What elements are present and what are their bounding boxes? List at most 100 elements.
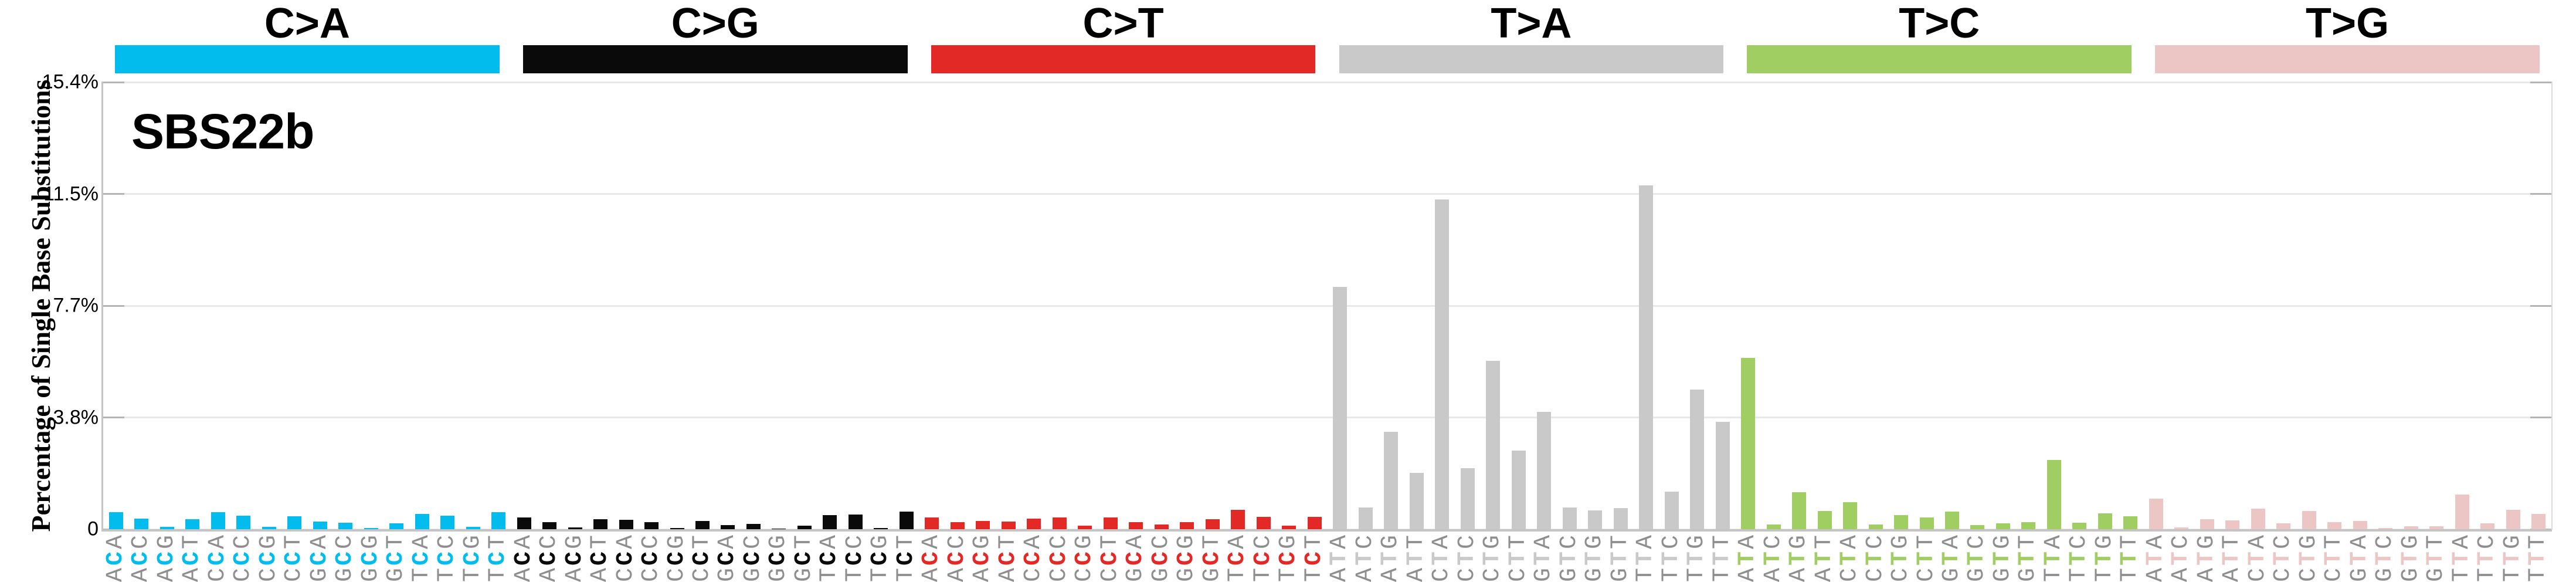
bar-T>G-GTC [2378,528,2393,529]
bar-C>T-TCG [1282,526,1297,529]
tick-mark-left [103,81,124,83]
flanking-base-letter: A [1786,568,1813,582]
category-label-C>G: C>G [671,0,759,47]
flanking-base-letter: G [332,568,359,582]
gridline-3.8% [103,417,2551,418]
bar-T>G-CTG [2302,511,2316,529]
bar-C>T-ACT [1001,522,1016,529]
bar-C>T-GCT [1205,519,1220,529]
bar-T>A-TTG [1690,390,1705,529]
bar-T>A-TTC [1664,491,1679,529]
flanking-base-letter: T [892,568,919,582]
bar-C>A-CCT [287,516,302,529]
flanking-base-letter: T [841,568,868,582]
bar-C>T-CCA [1027,519,1041,529]
flanking-base-letter: A [128,568,155,582]
category-band-C>T [931,45,1316,73]
bar-C>T-ACC [950,522,965,529]
bar-C>T-GCC [1154,525,1169,529]
flanking-base-letter: C [2321,568,2348,582]
flanking-base-letter: A [102,568,129,582]
y-tick-label: 11.5% [43,182,99,205]
flanking-base-letter: A [1735,568,1762,582]
bar-C>G-TCC [848,514,863,529]
bar-T>A-GTG [1588,510,1603,529]
bar-C>A-TCT [491,512,506,529]
bar-C>A-CCA [211,512,225,529]
flanking-base-letter: C [1020,568,1047,582]
flanking-base-letter: A [2219,568,2246,582]
flanking-base-letter: A [2168,568,2195,582]
flanking-base-letter: C [638,568,665,582]
bar-T>A-ATC [1358,507,1373,529]
flanking-base-letter: G [1122,568,1149,582]
flanking-base-letter: C [230,568,257,582]
flanking-base-letter: T [2117,568,2144,582]
category-band-C>G [522,45,908,73]
bar-C>A-CCG [262,527,276,529]
right-spine [2551,82,2553,530]
flanking-base-letter: C [1454,568,1481,582]
flanking-base-letter: G [2346,568,2373,582]
gridline-7.7% [103,304,2551,307]
category-label-C>A: C>A [264,0,350,47]
flanking-base-letter: G [2015,568,2042,582]
bar-T>G-CTC [2276,523,2291,529]
flanking-base-letter: G [714,568,741,582]
flanking-base-letter: G [306,568,333,582]
bar-T>A-CTA [1435,199,1450,529]
bar-T>A-TTA [1639,185,1654,529]
bar-C>T-TCT [1307,517,1322,529]
tick-mark-right [2530,417,2551,418]
bar-T>G-TTA [2455,495,2469,529]
flanking-base-letter: C [1888,568,1915,582]
bar-C>A-GCA [313,522,327,529]
flanking-base-letter: G [1989,568,2016,582]
bar-T>C-GTA [1944,512,1959,529]
category-label-T>A: T>A [1491,0,1572,47]
flanking-base-letter: C [1862,568,1889,582]
bar-T>C-TTC [2072,523,2087,529]
flanking-base-letter: C [612,568,639,582]
bar-T>C-CTA [1843,502,1858,529]
flanking-base-letter: C [689,568,715,582]
gridline-15.4% [103,81,2551,83]
flanking-base-letter: T [2474,568,2501,582]
bar-C>T-CCG [1078,525,1092,529]
y-tick-label: 15.4% [42,70,99,93]
